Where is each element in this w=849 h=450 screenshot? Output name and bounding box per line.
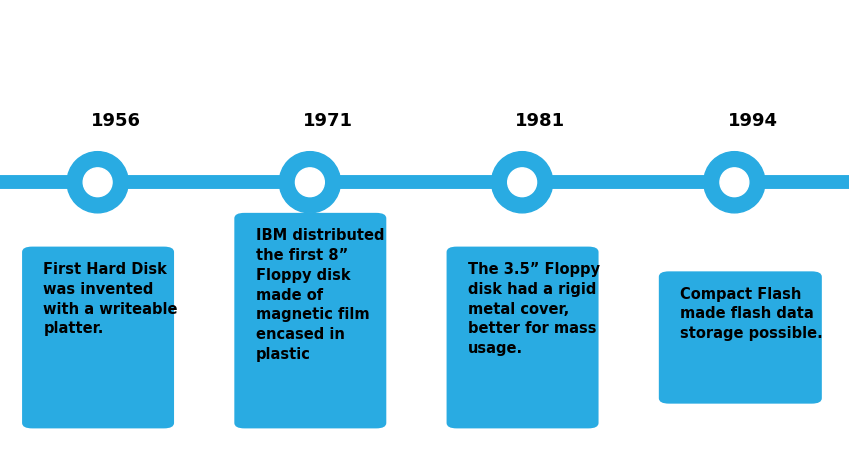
FancyBboxPatch shape [447,247,599,428]
Text: 1956: 1956 [91,112,141,130]
FancyBboxPatch shape [659,271,822,404]
Ellipse shape [704,152,765,213]
Text: Compact Flash
made flash data
storage possible.: Compact Flash made flash data storage po… [680,287,823,341]
Text: The 3.5” Floppy
disk had a rigid
metal cover,
better for mass
usage.: The 3.5” Floppy disk had a rigid metal c… [468,262,599,356]
Ellipse shape [720,168,749,197]
Ellipse shape [295,168,324,197]
Ellipse shape [67,152,128,213]
Text: IBM distributed
the first 8”
Floppy disk
made of
magnetic film
encased in
plasti: IBM distributed the first 8” Floppy disk… [256,228,384,362]
FancyBboxPatch shape [234,213,386,428]
Ellipse shape [508,168,537,197]
FancyBboxPatch shape [22,247,174,428]
Text: First Hard Disk
was invented
with a writeable
platter.: First Hard Disk was invented with a writ… [43,262,177,336]
Text: 1981: 1981 [515,112,565,130]
Ellipse shape [83,168,112,197]
Text: 1971: 1971 [303,112,353,130]
Ellipse shape [279,152,340,213]
Text: 1994: 1994 [728,112,778,130]
Ellipse shape [492,152,553,213]
